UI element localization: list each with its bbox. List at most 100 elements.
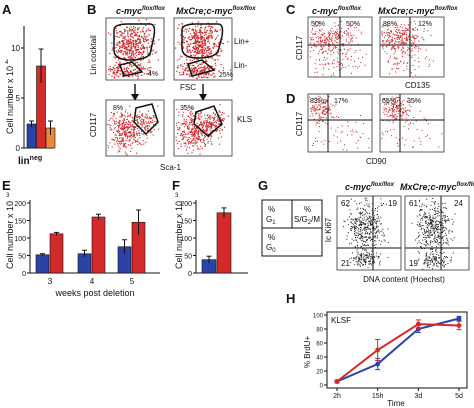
flow-dot (149, 46, 151, 48)
flow-dot (213, 68, 215, 70)
flow-dot (208, 67, 210, 69)
flow-dot (437, 232, 439, 234)
flow-dot (195, 67, 197, 69)
flow-dot (332, 62, 334, 64)
flow-dot (320, 45, 322, 47)
flow-dot (120, 46, 122, 48)
flow-dot (118, 149, 120, 151)
flow-dot (327, 63, 329, 65)
flow-dot (437, 203, 439, 205)
flow-dot (396, 57, 398, 59)
flow-dot (148, 34, 150, 36)
flow-dot (441, 133, 443, 135)
flow-dot (214, 30, 216, 32)
flow-dot (393, 48, 395, 50)
flow-dot (383, 42, 385, 44)
flow-dot (131, 29, 133, 31)
flow-dot (132, 127, 134, 129)
flow-dot (383, 239, 385, 241)
flow-dot (207, 25, 209, 27)
flow-dot (135, 141, 137, 143)
flow-dot (408, 27, 410, 29)
flow-dot (124, 127, 126, 129)
flow-dot (397, 47, 399, 49)
flow-dot (321, 28, 323, 30)
flow-dot (362, 235, 363, 237)
flow-dot (402, 55, 404, 57)
flow-dot (424, 235, 426, 237)
flow-dot (364, 223, 366, 224)
flow-dot (118, 126, 120, 128)
flow-dot (184, 134, 186, 136)
flow-dot (321, 111, 323, 113)
flow-dot (381, 32, 383, 34)
flow-dot (387, 99, 389, 101)
flow-dot (355, 235, 357, 237)
flow-dot (437, 237, 439, 238)
flow-dot (200, 46, 203, 48)
axis-label-h-y: % BrdU+ (303, 336, 312, 369)
flow-dot (119, 143, 121, 145)
flow-dot (132, 57, 134, 60)
axis-label-e-y-exp: 3 (6, 193, 10, 199)
flow-dot (398, 46, 400, 48)
flow-dot (220, 50, 222, 52)
flow-dot (345, 38, 347, 40)
flow-dot (427, 134, 428, 136)
flow-dot (328, 31, 330, 33)
flow-dot (355, 37, 357, 39)
flow-dot (349, 258, 351, 260)
flow-dot (425, 257, 427, 259)
flow-dot (337, 42, 339, 44)
flow-dot (324, 57, 325, 58)
flow-dot (120, 112, 122, 114)
flow-dot (208, 72, 210, 74)
flow-dot (402, 107, 404, 109)
flow-dot (362, 244, 364, 246)
flow-dot (425, 259, 426, 261)
flow-dot (411, 36, 413, 38)
flow-dot (129, 34, 132, 36)
flow-dot (320, 41, 322, 43)
flow-dot (208, 35, 210, 37)
header-g-col1: c-mycflox/flox (345, 182, 395, 192)
flow-dot (220, 123, 222, 125)
flow-dot (374, 236, 376, 238)
flow-dot (402, 40, 404, 42)
flow-dot (198, 37, 200, 39)
flow-dot (197, 118, 199, 120)
flow-dot (191, 129, 193, 131)
flow-dot (425, 241, 427, 242)
flow-dot (354, 218, 356, 220)
flow-dot (195, 77, 198, 79)
flow-dot (400, 103, 402, 105)
flow-dot (117, 42, 119, 44)
flow-dot (355, 121, 357, 123)
flow-dot (334, 25, 336, 27)
flow-dot (443, 260, 445, 262)
flow-dot (435, 263, 437, 264)
flow-dot (375, 222, 377, 224)
flow-dot (397, 24, 399, 26)
flow-dot (427, 256, 429, 258)
flow-dot (117, 143, 119, 145)
flow-dot (425, 49, 427, 51)
flow-dot (137, 43, 139, 45)
flow-dot (358, 223, 360, 225)
flow-dot (371, 238, 372, 240)
flow-dot (216, 119, 218, 121)
flow-dot (336, 28, 338, 30)
flow-dot (389, 73, 390, 75)
flow-dot (390, 114, 392, 116)
flow-dot (122, 114, 124, 116)
flow-dot (333, 135, 335, 137)
flow-dot (318, 50, 320, 52)
flow-dot (206, 76, 208, 79)
flow-dot (423, 243, 425, 245)
flow-dot (416, 224, 418, 225)
flow-dot (120, 124, 122, 126)
flow-dot (219, 114, 221, 116)
flow-dot (119, 61, 121, 63)
flow-dot (403, 104, 404, 106)
flow-dot (130, 56, 132, 59)
